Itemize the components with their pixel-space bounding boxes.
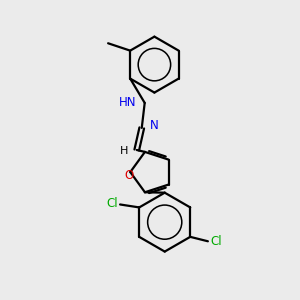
Text: H: H (119, 146, 128, 157)
Text: Cl: Cl (210, 236, 222, 248)
Text: O: O (124, 169, 134, 182)
Text: HN: HN (119, 96, 136, 109)
Text: Cl: Cl (106, 197, 118, 210)
Text: N: N (150, 119, 159, 132)
